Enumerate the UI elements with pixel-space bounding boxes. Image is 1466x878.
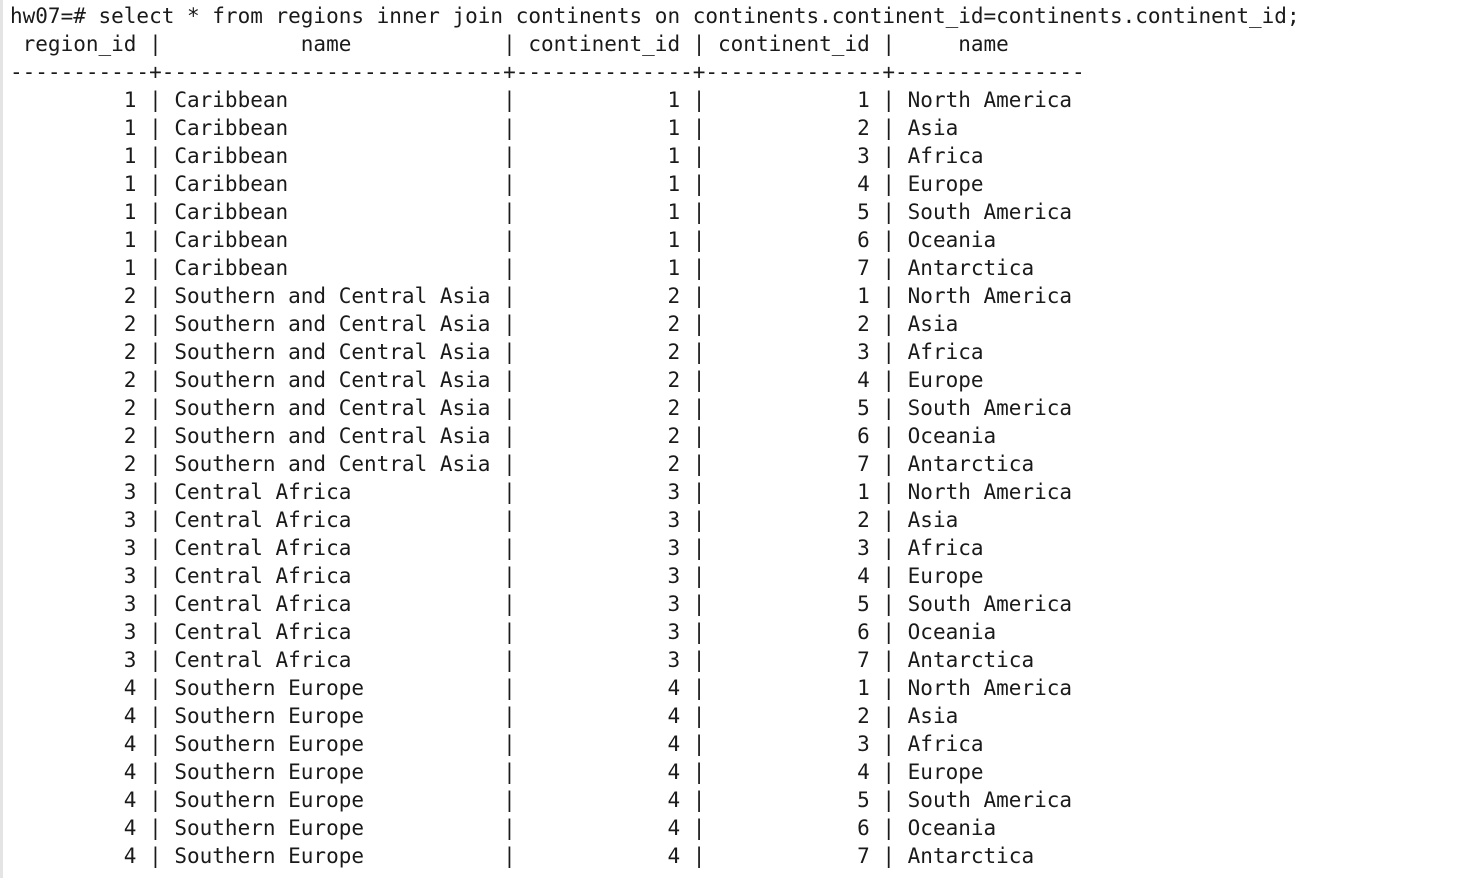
table-row: 4 | Southern Europe | 4 | 6 | Oceania [10,816,997,840]
sql-prompt-line: hw07=# select * from regions inner join … [10,4,1300,28]
table-row: 4 | Southern Europe | 4 | 5 | South Amer… [10,788,1073,812]
table-row: 1 | Caribbean | 1 | 4 | Europe [10,172,984,196]
table-row: 1 | Caribbean | 1 | 3 | Africa [10,144,984,168]
table-row: 4 | Southern Europe | 4 | 3 | Africa [10,732,984,756]
table-row: 2 | Southern and Central Asia | 2 | 2 | … [10,312,959,336]
table-row: 3 | Central Africa | 3 | 4 | Europe [10,564,984,588]
table-row: 4 | Southern Europe | 4 | 2 | Asia [10,704,959,728]
result-separator-row: -----------+---------------------------+… [10,60,1085,84]
table-row: 3 | Central Africa | 3 | 2 | Asia [10,508,959,532]
table-row: 1 | Caribbean | 1 | 1 | North America [10,88,1073,112]
table-row: 2 | Southern and Central Asia | 2 | 7 | … [10,452,1035,476]
table-row: 4 | Southern Europe | 4 | 7 | Antarctica [10,844,1035,868]
table-row: 2 | Southern and Central Asia | 2 | 4 | … [10,368,984,392]
table-row: 4 | Southern Europe | 4 | 1 | North Amer… [10,676,1073,700]
table-row: 3 | Central Africa | 3 | 1 | North Ameri… [10,480,1073,504]
table-row: 2 | Southern and Central Asia | 2 | 6 | … [10,424,997,448]
table-row: 3 | Central Africa | 3 | 6 | Oceania [10,620,997,644]
table-row: 3 | Central Africa | 3 | 5 | South Ameri… [10,592,1073,616]
window-edge [0,0,3,878]
table-row: 2 | Southern and Central Asia | 2 | 5 | … [10,396,1073,420]
table-row: 1 | Caribbean | 1 | 5 | South America [10,200,1073,224]
table-row: 1 | Caribbean | 1 | 2 | Asia [10,116,959,140]
table-row: 1 | Caribbean | 1 | 6 | Oceania [10,228,997,252]
table-row: 4 | Southern Europe | 4 | 4 | Europe [10,760,984,784]
table-row: 3 | Central Africa | 3 | 7 | Antarctica [10,648,1035,672]
table-row: 2 | Southern and Central Asia | 2 | 3 | … [10,340,984,364]
table-row: 2 | Southern and Central Asia | 2 | 1 | … [10,284,1073,308]
result-header-row: region_id | name | continent_id | contin… [10,32,1009,56]
table-row: 3 | Central Africa | 3 | 3 | Africa [10,536,984,560]
table-row: 1 | Caribbean | 1 | 7 | Antarctica [10,256,1035,280]
